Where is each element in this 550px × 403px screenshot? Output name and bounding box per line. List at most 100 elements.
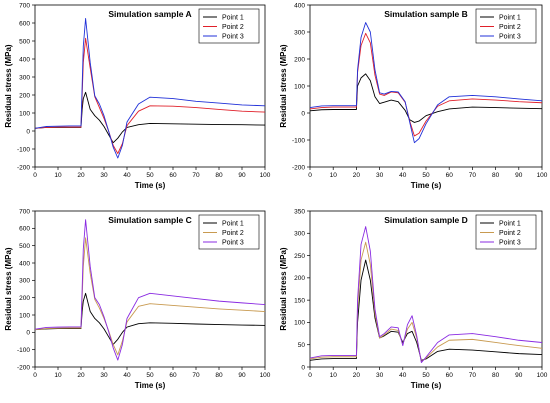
x-tick-label: 10: [54, 172, 62, 179]
x-tick-label: 70: [469, 372, 477, 379]
y-tick-label: -200: [292, 164, 305, 171]
x-tick-label: 10: [330, 172, 338, 179]
y-tick-label: 100: [294, 320, 305, 327]
chart-panel-4: 0 10 20 30 40 50 60 70 80 90 100 0 50 100 150 200 250 300…: [279, 208, 548, 390]
series-line-point-1: [34, 91, 266, 144]
y-tick-label: 500: [19, 38, 30, 45]
x-tick-label: 0: [33, 372, 37, 379]
x-tick-label: 60: [446, 372, 454, 379]
x-axis-label: Time (s): [135, 381, 166, 390]
legend-entry: Point 3: [499, 33, 521, 40]
x-tick-label: 90: [238, 372, 246, 379]
legend-entry: Point 1: [499, 220, 521, 227]
series-line-point-1: [309, 73, 543, 123]
legend-entry: Point 3: [499, 239, 521, 246]
y-tick-label: 0: [26, 128, 30, 135]
y-tick-label: 0: [301, 364, 305, 371]
y-tick-label: 400: [294, 2, 305, 9]
x-tick-label: 80: [492, 172, 500, 179]
legend-entry: Point 2: [222, 230, 244, 237]
y-tick-label: 300: [19, 278, 30, 285]
x-tick-label: 50: [422, 372, 430, 379]
x-tick-label: 90: [515, 172, 523, 179]
x-tick-label: 100: [537, 172, 548, 179]
series-line-point-1: [34, 292, 266, 345]
y-tick-label: 200: [294, 275, 305, 282]
x-tick-label: 20: [353, 372, 361, 379]
y-tick-label: 300: [294, 231, 305, 238]
x-tick-label: 60: [446, 172, 454, 179]
x-tick-label: 20: [353, 172, 361, 179]
legend-entry: Point 1: [499, 14, 521, 21]
x-tick-label: 100: [260, 172, 271, 179]
x-axis-label: Time (s): [411, 181, 442, 190]
y-tick-label: 700: [19, 2, 30, 9]
y-tick-label: 500: [19, 243, 30, 250]
x-tick-label: 80: [492, 372, 500, 379]
x-tick-label: 40: [123, 372, 131, 379]
x-tick-label: 30: [376, 172, 384, 179]
x-tick-label: 50: [422, 172, 430, 179]
x-tick-label: 70: [192, 372, 200, 379]
x-tick-label: 20: [77, 172, 85, 179]
x-tick-label: 0: [33, 172, 37, 179]
y-tick-label: 100: [19, 110, 30, 117]
x-axis-label: Time (s): [411, 381, 442, 390]
y-tick-label: -100: [17, 146, 30, 153]
y-axis-label: Residual stress (MPa): [4, 44, 13, 127]
y-tick-label: 200: [19, 295, 30, 302]
series-line-point-1: [309, 259, 543, 361]
legend-entry: Point 3: [222, 239, 244, 246]
x-tick-label: 60: [169, 172, 177, 179]
series-line-point-3: [34, 219, 266, 361]
y-tick-label: 350: [294, 208, 305, 215]
series-line-point-2: [34, 237, 266, 356]
x-axis-label: Time (s): [135, 181, 166, 190]
series-line-point-3: [309, 22, 543, 144]
chart-panel-3: 0 10 20 30 40 50 60 70 80 90 100 -200 -100 0 100 200 300…: [4, 208, 271, 390]
series-line-point-2: [34, 37, 266, 154]
chart-title: Simulation sample B: [384, 9, 468, 19]
y-axis-label: Residual stress (MPa): [4, 247, 13, 330]
y-tick-label: 700: [19, 208, 30, 215]
y-tick-label: 100: [294, 83, 305, 90]
legend-entry: Point 1: [222, 14, 244, 21]
y-tick-label: 50: [298, 342, 306, 349]
x-tick-label: 70: [192, 172, 200, 179]
y-tick-label: -100: [292, 137, 305, 144]
x-tick-label: 40: [399, 372, 407, 379]
y-tick-label: 300: [294, 29, 305, 36]
x-tick-label: 70: [469, 172, 477, 179]
y-axis-label: Residual stress (MPa): [279, 44, 288, 127]
legend-entry: Point 2: [499, 24, 521, 31]
y-tick-label: -200: [17, 364, 30, 371]
x-tick-label: 100: [260, 372, 271, 379]
chart-title: Simulation sample A: [108, 9, 191, 19]
chart-panel-1: 0 10 20 30 40 50 60 70 80 90 100 -200 -100 0 100 200 300…: [4, 2, 271, 190]
x-tick-label: 0: [308, 372, 312, 379]
y-tick-label: 200: [294, 56, 305, 63]
y-tick-label: -100: [17, 347, 30, 354]
y-tick-label: 600: [19, 226, 30, 233]
legend-entry: Point 2: [222, 24, 244, 31]
x-tick-label: 90: [515, 372, 523, 379]
x-tick-label: 20: [77, 372, 85, 379]
legend-entry: Point 1: [222, 220, 244, 227]
x-tick-label: 40: [123, 172, 131, 179]
chart-title: Simulation sample D: [384, 215, 468, 225]
x-tick-label: 50: [146, 172, 154, 179]
x-tick-label: 30: [100, 172, 108, 179]
series-line-point-2: [309, 32, 543, 137]
series-line-point-2: [309, 241, 543, 363]
y-tick-label: 150: [294, 297, 305, 304]
legend-entry: Point 2: [499, 230, 521, 237]
x-tick-label: 60: [169, 372, 177, 379]
series-line-point-3: [309, 226, 543, 363]
y-tick-label: 400: [19, 260, 30, 267]
chart-title: Simulation sample C: [108, 215, 192, 225]
x-tick-label: 50: [146, 372, 154, 379]
x-tick-label: 0: [308, 172, 312, 179]
x-tick-label: 90: [238, 172, 246, 179]
y-tick-label: 300: [19, 74, 30, 81]
